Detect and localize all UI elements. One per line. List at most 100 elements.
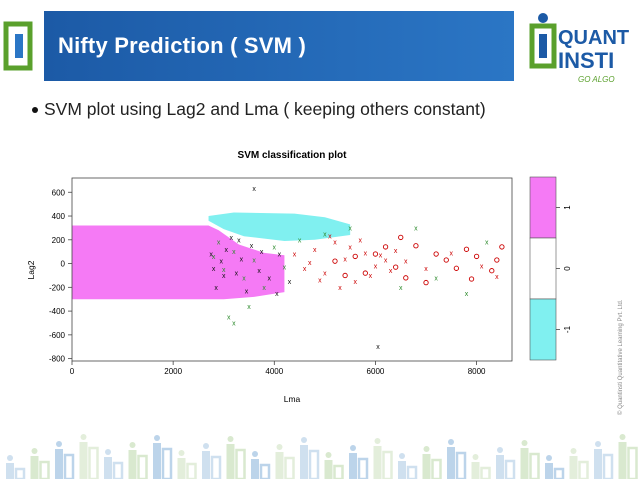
footer-block-outline xyxy=(235,448,246,479)
data-point: x xyxy=(225,247,229,254)
data-point: x xyxy=(298,237,302,244)
y-tick-label: -200 xyxy=(49,283,66,292)
svg-text:GO ALGO: GO ALGO xyxy=(578,75,615,84)
footer-block xyxy=(177,458,186,479)
data-point xyxy=(489,268,495,274)
footer-block-outline xyxy=(455,451,467,479)
data-point: x xyxy=(260,249,264,256)
data-point: x xyxy=(283,265,287,272)
left-corner-decoration xyxy=(0,0,44,82)
data-point xyxy=(468,276,475,282)
data-point: x xyxy=(313,247,317,254)
data-point: x xyxy=(465,291,469,298)
x-tick-label: 2000 xyxy=(164,367,182,376)
data-point: x xyxy=(232,249,236,256)
x-tick-label: 6000 xyxy=(367,367,385,376)
data-point: x xyxy=(480,263,484,270)
footer-block-outline xyxy=(504,459,516,479)
footer-dot xyxy=(252,451,258,457)
footer-dot xyxy=(472,454,479,460)
data-point: x xyxy=(359,237,363,244)
data-point xyxy=(342,272,348,279)
data-point xyxy=(463,246,470,252)
footer-dot xyxy=(570,448,577,454)
footer-block xyxy=(471,462,480,479)
legend-swatch-neg1 xyxy=(529,298,557,361)
plot-regions xyxy=(72,212,351,300)
data-point: x xyxy=(376,344,380,351)
x-tick-label: 0 xyxy=(70,367,75,376)
footer-block xyxy=(520,448,529,479)
y-tick-label: -800 xyxy=(49,355,66,364)
footer-block xyxy=(300,445,308,479)
svg-text:INSTI: INSTI xyxy=(558,48,614,73)
legend-swatch-1 xyxy=(529,176,557,239)
data-point: x xyxy=(450,250,454,257)
data-point: x xyxy=(227,315,231,322)
footer-block xyxy=(104,457,112,479)
footer-block-outline xyxy=(578,460,589,479)
quantinsti-logo: QUANT INSTI GO ALGO xyxy=(529,13,629,84)
footer-block-outline xyxy=(308,449,320,479)
footer-block xyxy=(202,451,210,479)
footer-dot xyxy=(80,434,87,440)
bullet-item: SVM plot using Lag2 and Lma ( keeping ot… xyxy=(32,99,486,120)
footer-block xyxy=(373,446,382,479)
footer-block-outline xyxy=(186,462,197,479)
footer-dot xyxy=(203,443,209,449)
footer-block xyxy=(153,443,161,479)
x-axis-label: Lma xyxy=(284,394,301,404)
data-point: x xyxy=(278,252,282,259)
data-point: x xyxy=(308,260,312,267)
footer-dot xyxy=(497,447,503,453)
copyright-text: © Quantinsti Quantitative Learning Pvt. … xyxy=(618,299,624,416)
footer-block-outline xyxy=(529,452,540,479)
chart-title: SVM classification plot xyxy=(238,150,348,161)
legend-label: 0 xyxy=(563,266,572,271)
data-point xyxy=(473,253,480,260)
legend-swatch-0 xyxy=(529,237,557,300)
footer-block xyxy=(545,463,553,479)
data-point: x xyxy=(343,256,347,263)
data-point: x xyxy=(247,304,251,311)
data-point: x xyxy=(250,243,254,250)
data-point: x xyxy=(273,244,277,251)
data-point: x xyxy=(222,267,226,274)
data-point: x xyxy=(232,320,236,327)
x-tick-label: 8000 xyxy=(468,367,486,376)
footer-block-outline xyxy=(39,460,50,479)
data-point xyxy=(413,243,419,249)
footer-block-outline xyxy=(284,456,295,479)
data-point: x xyxy=(293,252,297,259)
svm-classification-chart: SVM classification plot xxxxxxxxxxxxxxxx… xyxy=(26,150,572,404)
footer-block xyxy=(447,447,455,479)
footer-block xyxy=(55,449,63,479)
y-tick-label: 600 xyxy=(52,188,66,197)
data-point: x xyxy=(242,275,246,282)
footer-dot xyxy=(350,445,356,451)
data-point: x xyxy=(434,275,438,282)
data-point xyxy=(494,257,500,263)
data-point: x xyxy=(374,263,378,270)
footer-block-outline xyxy=(63,453,75,479)
data-point: x xyxy=(348,225,352,232)
footer-dot xyxy=(374,438,381,444)
footer-block-outline xyxy=(431,458,442,479)
data-point xyxy=(398,234,404,241)
footer-dot xyxy=(619,434,626,440)
y-tick-label: 0 xyxy=(61,260,66,269)
bullet-dot xyxy=(32,106,38,113)
data-point: x xyxy=(379,253,383,260)
data-point: x xyxy=(288,279,292,286)
data-point: x xyxy=(235,271,239,278)
data-point: x xyxy=(424,266,428,273)
data-point xyxy=(423,279,429,286)
data-point xyxy=(372,251,379,257)
data-point: x xyxy=(222,273,226,280)
footer-block-outline xyxy=(137,454,148,479)
footer-block xyxy=(275,452,284,479)
data-point xyxy=(443,257,449,263)
data-point: x xyxy=(369,273,373,280)
data-point xyxy=(332,258,338,264)
footer-dot xyxy=(276,444,283,450)
